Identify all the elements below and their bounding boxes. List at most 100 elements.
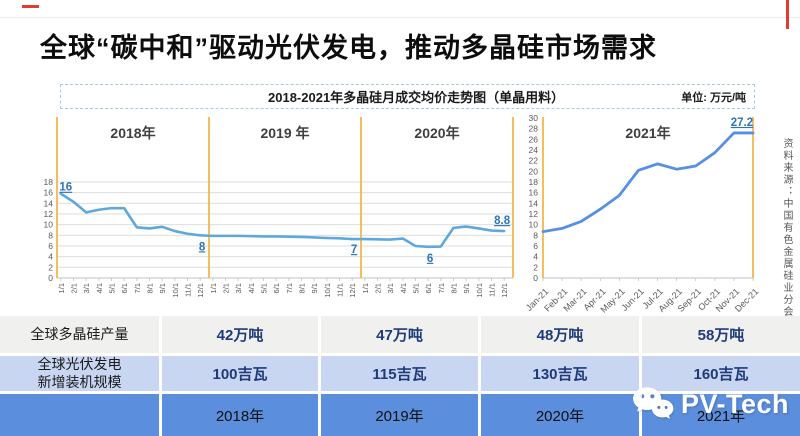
data-label: 8 — [199, 241, 206, 253]
x-axis-tick-label: 8/1 — [145, 283, 154, 293]
x-axis-tick-label: 12/1 — [196, 283, 205, 298]
y-axis-tick-label: 16 — [44, 188, 54, 198]
x-axis-tick-label: 9/1 — [158, 283, 167, 293]
y-axis-tick-label: 0 — [48, 273, 53, 283]
price-trend-chart: 0 2 4 6 8 10 12 14 16 18 0 2 4 6 8 10 12 14 16 18 20 22 24 26 28… — [0, 108, 800, 318]
table-cell: 115吉瓦 — [321, 356, 478, 391]
year-label: 2020年 — [414, 125, 459, 141]
x-axis-tick-label: 3/1 — [234, 283, 243, 293]
x-axis-tick-label: 11/1 — [335, 283, 344, 297]
year-label: 2018年 — [110, 125, 155, 141]
x-axis-tick-label: 10/1 — [171, 283, 180, 298]
x-axis-tick-label: 9/1 — [462, 283, 471, 293]
table-row-label: 全球多晶硅产量 — [0, 316, 159, 353]
year-label: 2019 年 — [260, 125, 309, 141]
y-axis-tick-label: 12 — [529, 209, 539, 219]
table-cell: 2018年 — [162, 394, 318, 436]
year-label: 2021年 — [625, 125, 670, 141]
x-axis-tick-label: 10/1 — [323, 283, 332, 298]
x-axis-tick-label: 5/1 — [107, 283, 116, 293]
y-axis-tick-label: 0 — [533, 273, 538, 283]
data-label: 6 — [427, 253, 433, 265]
data-label: 27.2 — [731, 117, 753, 129]
y-axis-tick-label: 4 — [533, 252, 538, 262]
table-cell: 58万吨 — [642, 316, 800, 353]
x-axis-tick-label: 7/1 — [133, 283, 142, 293]
x-axis-tick-label: 8/1 — [449, 283, 458, 293]
y-axis-tick-label: 14 — [44, 198, 54, 208]
pv-tech-logo: PV-Tech — [632, 386, 789, 422]
x-axis-tick-label: 8/1 — [297, 283, 306, 293]
table-cell: 2020年 — [481, 394, 639, 436]
data-label: 16 — [59, 182, 72, 194]
x-axis-tick-label: 12/1 — [348, 283, 357, 298]
x-axis-tick-label: 6/1 — [120, 283, 129, 293]
y-axis-tick-label: 30 — [529, 113, 539, 123]
summary-table: 全球多晶硅产量 42万吨 47万吨 48万吨 58万吨 全球光伏发电 新增装机规… — [0, 316, 800, 436]
y-axis-tick-label: 18 — [529, 177, 539, 187]
top-divider-line — [0, 17, 800, 18]
data-label: 8.8 — [494, 215, 511, 227]
table-cell: 47万吨 — [321, 316, 478, 353]
y-axis-tick-label: 6 — [48, 241, 53, 251]
x-axis-tick-label: 6/1 — [424, 283, 433, 293]
table-cell: 2019年 — [321, 394, 478, 436]
x-axis-tick-label: 11/1 — [487, 283, 496, 297]
y-axis-tick-label: 12 — [44, 209, 54, 219]
table-cell: 48万吨 — [481, 316, 639, 353]
table-row-label: 全球光伏发电 新增装机规模 — [0, 356, 159, 391]
series-2018-2020 — [59, 192, 506, 249]
x-axis-tick-label: 7/1 — [285, 283, 294, 293]
x-axis-tick-label: 10/1 — [475, 283, 484, 298]
x-axis-tick-label: 2/1 — [69, 283, 78, 293]
y-axis-tick-label: 4 — [48, 252, 53, 262]
y-axis-tick-label: 26 — [529, 134, 539, 144]
table-row-label — [0, 394, 159, 436]
y-axis-tick-label: 2 — [533, 262, 538, 272]
red-accent-dash — [22, 5, 39, 8]
y-axis-tick-label: 6 — [533, 241, 538, 251]
y-axis-tick-label: 18 — [44, 177, 54, 187]
y-axis-tick-label: 28 — [529, 124, 539, 134]
y-axis-tick-label: 10 — [44, 220, 54, 230]
price-trend-chart-svg: 0246810121416180246810121416182022242628… — [44, 113, 761, 315]
source-note: 资料来源：中国有色金属硅业分会 — [781, 138, 792, 318]
y-axis-tick-label: 10 — [529, 220, 539, 230]
y-axis-tick-label: 8 — [533, 230, 538, 240]
x-axis-tick-label: 6/1 — [272, 283, 281, 293]
y-axis-tick-label: 8 — [48, 230, 53, 240]
data-label: 7 — [351, 244, 357, 256]
series-2021 — [541, 131, 755, 234]
table-cell: 100吉瓦 — [162, 356, 318, 391]
chart-unit-label: 单位: 万元/吨 — [681, 91, 746, 104]
x-axis-tick-label: 5/1 — [411, 283, 420, 293]
table-cell: 42万吨 — [162, 316, 318, 353]
x-axis-tick-label: 12/1 — [500, 283, 509, 298]
x-axis-tick-label: 2/1 — [221, 283, 230, 293]
chart-header-box: 2018-2021年多晶硅月成交均价走势图（单晶用料） 单位: 万元/吨 — [60, 84, 755, 109]
x-axis-tick-label: 1/1 — [209, 283, 218, 293]
pv-tech-logo-text: PV-Tech — [681, 388, 790, 419]
x-axis-tick-label: 1/1 — [57, 283, 66, 293]
y-axis-tick-label: 16 — [529, 188, 539, 198]
y-axis-tick-label: 24 — [529, 145, 539, 155]
x-axis-tick-label: 2/1 — [373, 283, 382, 293]
table-cell: 130吉瓦 — [481, 356, 639, 391]
x-axis-tick-label: 7/1 — [437, 283, 446, 293]
x-axis-tick-label: 3/1 — [82, 283, 91, 293]
x-axis-tick-label: 1/1 — [361, 283, 370, 293]
x-axis-tick-label: 9/1 — [310, 283, 319, 293]
table-cell: 160吉瓦 — [642, 356, 800, 391]
y-axis-tick-label: 20 — [529, 166, 539, 176]
y-axis-tick-label: 22 — [529, 156, 539, 166]
x-axis-tick-label: 4/1 — [95, 283, 104, 293]
page-title: 全球“碳中和”驱动光伏发电，推动多晶硅市场需求 — [40, 33, 657, 63]
red-accent-edge — [786, 0, 789, 29]
x-axis-tick-label: 11/1 — [183, 283, 192, 297]
wechat-icon — [633, 387, 674, 419]
y-axis-tick-label: 14 — [529, 198, 539, 208]
x-axis-tick-label: 4/1 — [399, 283, 408, 293]
x-axis-tick-label: 5/1 — [259, 283, 268, 293]
x-axis-tick-label: 4/1 — [247, 283, 256, 293]
